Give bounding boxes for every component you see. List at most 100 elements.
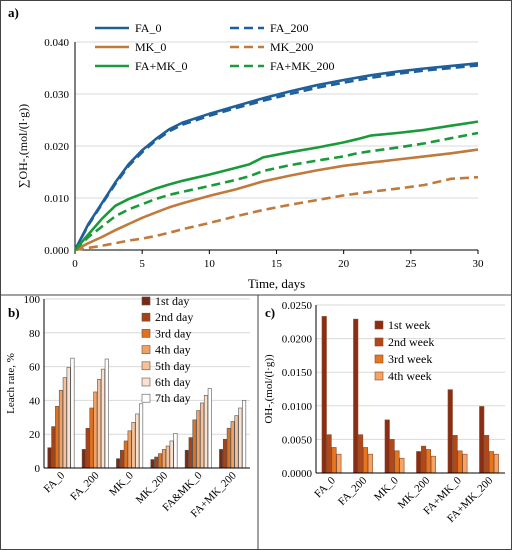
bar [394, 450, 400, 474]
bar [234, 415, 239, 469]
legend-swatch [141, 377, 151, 387]
legend-swatch [141, 296, 151, 306]
bar [430, 455, 436, 474]
y-tick-label: 0.0100 [282, 401, 313, 413]
x-tick-label: 0 [72, 258, 78, 270]
y-tick-label: 0.030 [44, 89, 69, 101]
bar [416, 451, 422, 474]
bar [219, 449, 224, 469]
bar [238, 407, 243, 469]
x-axis-label: Time, days [248, 276, 305, 291]
bar [192, 419, 197, 469]
bar [196, 410, 201, 469]
category-label: FA_200 [336, 474, 370, 508]
legend-swatch [141, 361, 151, 371]
panel-label: c) [265, 305, 275, 320]
bar [389, 439, 395, 474]
bar [70, 357, 75, 469]
bar [55, 406, 60, 469]
legend-label: 1st day [155, 294, 189, 308]
legend-swatch [141, 329, 151, 338]
bar [131, 422, 136, 469]
bar [123, 440, 128, 469]
bar [331, 447, 337, 474]
legend-swatch [374, 320, 384, 330]
category-label: FA_0 [42, 469, 68, 495]
legend-label: FA+MK_200 [270, 59, 335, 73]
y-tick-label: 0 [35, 463, 41, 475]
legend-label: 7th day [155, 391, 191, 405]
series-line [74, 131, 479, 251]
bar [362, 447, 369, 474]
bar [161, 449, 166, 469]
legend-label: 4th day [155, 343, 191, 357]
bar [100, 368, 105, 469]
bar [203, 395, 208, 469]
bar [93, 391, 98, 469]
x-tick-label: 10 [204, 258, 216, 270]
x-tick-label: 20 [338, 258, 350, 270]
bar [421, 445, 427, 474]
y-tick-label: 0.0200 [282, 334, 313, 346]
legend-label: FA+MK_0 [135, 59, 188, 73]
y-tick-label: 0.020 [44, 141, 69, 153]
y-axis-label: OH-,(mol/(l·g)) [263, 354, 275, 424]
bar [367, 453, 373, 474]
legend-label: MK_0 [135, 40, 166, 54]
bar [479, 406, 485, 474]
bar [230, 421, 235, 469]
legend-label: 4th week [388, 369, 432, 383]
bar [200, 402, 205, 469]
bar [488, 451, 495, 474]
legend-label: MK_200 [270, 40, 313, 54]
y-tick-label: 20 [29, 429, 41, 441]
legend-label: 5th day [155, 359, 191, 373]
legend-swatch [374, 371, 384, 381]
y-tick-label: 40 [29, 395, 41, 407]
bar [447, 389, 453, 474]
legend-label: FA_0 [135, 21, 161, 35]
x-tick-label: 30 [473, 258, 485, 270]
bar [127, 430, 132, 469]
bar [222, 438, 228, 469]
bar [384, 419, 390, 474]
legend-swatch [141, 345, 151, 354]
bar [226, 427, 231, 469]
y-axis-label: ∑OH-,(mol/(l·g)) [16, 104, 30, 188]
panel-label: b) [8, 305, 20, 320]
bar [242, 400, 247, 469]
bar [399, 457, 405, 474]
bar [85, 427, 90, 469]
bar [484, 435, 490, 474]
legend-label: 3rd day [155, 326, 191, 340]
bar [150, 459, 155, 469]
legend-swatch [374, 354, 384, 364]
series-line [74, 120, 479, 251]
legend-label: 2nd day [155, 310, 193, 324]
legend-label: 6th day [155, 375, 191, 389]
bar [139, 403, 144, 469]
legend-swatch [141, 393, 151, 403]
bar [81, 449, 86, 469]
bar [135, 413, 140, 469]
bar [169, 440, 174, 469]
bar [165, 445, 170, 469]
bar [452, 435, 458, 474]
y-axis-label: Leach rate, % [5, 353, 17, 414]
x-tick-label: 5 [139, 258, 145, 270]
y-tick-label: 0.0250 [282, 300, 313, 312]
bar [51, 426, 56, 469]
bar [62, 377, 67, 469]
category-label: MK_0 [107, 469, 136, 498]
bar [119, 449, 124, 469]
series-line [73, 62, 479, 251]
series-line [73, 64, 479, 251]
y-tick-label: 0.0150 [282, 367, 313, 379]
legend-label: 1st week [388, 318, 430, 332]
category-label: FA_0 [312, 474, 338, 500]
series-line [74, 175, 479, 252]
y-tick-label: 80 [29, 328, 41, 340]
series-line [74, 148, 479, 252]
